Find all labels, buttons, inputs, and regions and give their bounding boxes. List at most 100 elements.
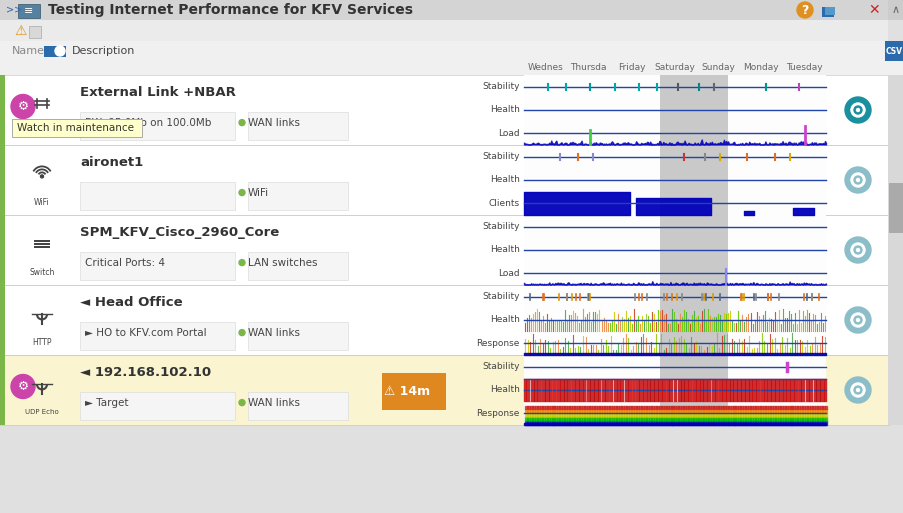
Circle shape <box>238 329 245 336</box>
Circle shape <box>844 307 870 333</box>
Text: Saturday: Saturday <box>654 64 694 72</box>
Text: Load: Load <box>498 269 519 278</box>
Wedge shape <box>850 180 864 187</box>
Wedge shape <box>850 383 864 390</box>
Wedge shape <box>850 390 864 397</box>
Bar <box>0 355 5 425</box>
Text: HTTP: HTTP <box>33 338 51 347</box>
Bar <box>659 168 727 192</box>
Text: Response: Response <box>476 339 519 348</box>
Wedge shape <box>850 320 864 327</box>
Bar <box>247 112 348 140</box>
Bar <box>524 98 825 122</box>
Wedge shape <box>850 110 864 117</box>
Bar <box>34 246 50 248</box>
Bar <box>524 285 825 308</box>
Bar <box>524 75 825 98</box>
Text: Thursda: Thursda <box>570 64 606 72</box>
Text: Tuesday: Tuesday <box>786 64 822 72</box>
Bar <box>659 402 727 425</box>
Bar <box>524 239 825 262</box>
Circle shape <box>844 237 870 263</box>
Bar <box>34 243 50 245</box>
Text: ◄ 192.168.102.10: ◄ 192.168.102.10 <box>79 366 211 379</box>
Text: Stability: Stability <box>482 362 519 371</box>
Text: Health: Health <box>489 106 519 114</box>
Circle shape <box>238 190 245 195</box>
Circle shape <box>844 377 870 403</box>
Bar <box>18 4 40 18</box>
Bar <box>659 262 727 285</box>
Text: WiFi: WiFi <box>34 198 50 207</box>
Bar <box>0 285 887 355</box>
Bar <box>821 7 833 17</box>
Wedge shape <box>850 250 864 257</box>
Text: Name: Name <box>12 46 45 56</box>
Text: ✕: ✕ <box>867 3 879 17</box>
Bar <box>659 239 727 262</box>
Text: External Link +NBAR: External Link +NBAR <box>79 86 236 99</box>
Bar <box>0 75 5 145</box>
Bar <box>0 41 887 61</box>
Circle shape <box>796 2 812 18</box>
Bar <box>524 168 825 192</box>
Bar <box>247 252 348 280</box>
Circle shape <box>238 120 245 126</box>
Circle shape <box>844 167 870 193</box>
Bar <box>887 0 903 20</box>
Bar <box>524 402 825 425</box>
Bar <box>888 183 902 233</box>
Text: Health: Health <box>489 385 519 394</box>
Bar <box>884 41 903 61</box>
Bar <box>659 122 727 145</box>
Circle shape <box>11 374 35 399</box>
Text: ⚙: ⚙ <box>17 100 29 113</box>
Wedge shape <box>850 173 864 180</box>
Bar <box>247 392 348 420</box>
Text: ⚠: ⚠ <box>14 24 26 38</box>
Text: CSV: CSV <box>885 47 901 55</box>
Text: UDP Echo: UDP Echo <box>25 409 59 416</box>
Bar <box>0 215 5 285</box>
Circle shape <box>55 46 65 56</box>
Bar <box>659 192 727 215</box>
Text: WiFi: WiFi <box>247 188 269 198</box>
Text: ?: ? <box>800 4 808 16</box>
Text: ► Target: ► Target <box>85 398 128 408</box>
Text: Load: Load <box>498 129 519 138</box>
Text: aironet1: aironet1 <box>79 156 143 169</box>
Wedge shape <box>850 243 864 250</box>
Wedge shape <box>850 313 864 320</box>
Text: Critical Ports: 4: Critical Ports: 4 <box>85 258 165 268</box>
Text: Stability: Stability <box>482 292 519 301</box>
Bar <box>659 98 727 122</box>
Bar <box>524 378 825 402</box>
Circle shape <box>41 175 43 178</box>
Text: Health: Health <box>489 175 519 185</box>
Text: WAN links: WAN links <box>247 328 300 338</box>
Text: Stability: Stability <box>482 82 519 91</box>
Bar <box>524 262 825 285</box>
Text: Clients: Clients <box>489 199 519 208</box>
Bar <box>524 332 825 355</box>
Bar <box>382 373 445 409</box>
Text: FTTC: FTTC <box>33 125 51 134</box>
Bar <box>659 285 727 308</box>
Text: Stability: Stability <box>482 222 519 231</box>
Bar <box>524 308 825 332</box>
Bar <box>0 145 5 215</box>
Circle shape <box>844 97 870 123</box>
Bar <box>29 26 41 38</box>
Bar <box>79 392 235 420</box>
Bar <box>0 61 903 75</box>
Text: Wednes: Wednes <box>527 64 563 72</box>
Bar <box>44 46 66 57</box>
Bar <box>659 355 727 378</box>
Bar <box>79 322 235 350</box>
Bar <box>0 285 5 355</box>
Circle shape <box>855 319 859 322</box>
Text: Testing Internet Performance for KFV Services: Testing Internet Performance for KFV Ser… <box>48 3 413 17</box>
Circle shape <box>853 246 861 254</box>
Bar <box>659 332 727 355</box>
Bar <box>0 145 887 215</box>
